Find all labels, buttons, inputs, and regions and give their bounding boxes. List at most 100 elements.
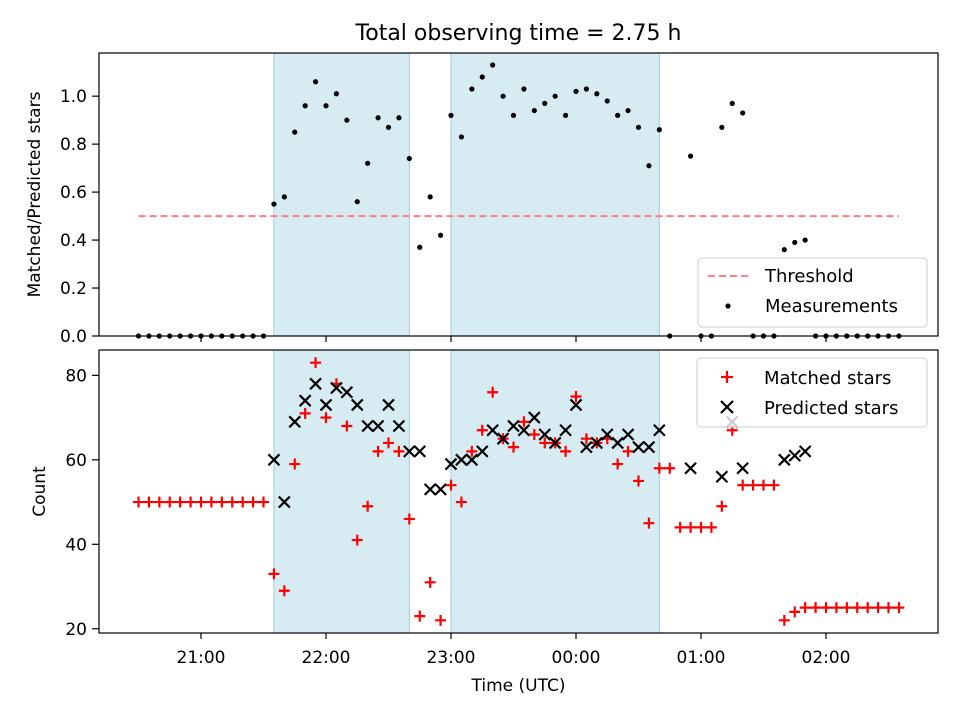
matched-star-point <box>633 475 644 487</box>
matched-star-point <box>883 602 894 614</box>
predicted-star-point <box>580 440 593 454</box>
matched-star-point <box>237 496 249 508</box>
matched-star-point <box>143 496 155 508</box>
predicted-star-point <box>590 436 604 450</box>
bottom-legend: Matched stars Predicted stars <box>696 357 928 428</box>
measurement-point <box>469 86 475 92</box>
predicted-star-point <box>736 461 749 475</box>
predicted-star-point <box>507 419 520 433</box>
matched-star-point <box>508 441 519 453</box>
matched-star-point <box>133 496 144 508</box>
matched-star-point <box>445 479 457 491</box>
matched-star-point <box>705 521 717 533</box>
matched-star-point <box>351 534 363 546</box>
matched-star-point <box>653 462 665 474</box>
matched-star-point <box>320 412 332 424</box>
matched-star-point <box>674 521 686 533</box>
measurement-point <box>312 79 319 85</box>
top-measurement-points <box>135 62 902 339</box>
matched-star-point <box>466 445 478 457</box>
measurement-point <box>396 115 402 121</box>
matched-star-point <box>570 390 582 402</box>
measurement-point <box>719 124 725 130</box>
predicted-star-point <box>548 436 562 450</box>
top-legend-box <box>697 257 928 328</box>
measurement-point <box>594 91 600 97</box>
predicted-star-point <box>496 432 510 445</box>
predicted-star-point <box>798 445 812 458</box>
matched-star-point <box>414 610 426 622</box>
matched-star-point <box>716 500 728 512</box>
predicted-star-point <box>653 423 666 437</box>
matched-star-point <box>862 602 874 614</box>
top-observing-windows <box>273 52 660 337</box>
predicted-star-point <box>455 453 468 467</box>
measurement-point <box>271 201 277 207</box>
predicted-legend-swatch <box>720 400 734 414</box>
predicted-star-point <box>611 436 624 450</box>
predicted-star-point <box>621 428 635 441</box>
top-x-axis <box>200 336 827 342</box>
predicted-star-point <box>382 398 395 412</box>
matched-star-point <box>185 496 197 508</box>
measurement-point <box>781 247 787 253</box>
matched-star-point <box>383 437 394 449</box>
top-y-axis-label: Matched/Predicted stars <box>25 91 45 297</box>
matched-legend-label: Matched stars <box>764 368 891 389</box>
matched-legend-swatch <box>721 371 733 383</box>
measurement-point <box>333 91 340 97</box>
predicted-star-point <box>361 419 374 433</box>
top-window-1 <box>450 52 660 337</box>
matched-star-point <box>362 500 374 512</box>
predicted-star-point <box>330 381 343 395</box>
matched-star-point <box>643 517 655 529</box>
x-tick-label: 00:00 <box>552 648 601 668</box>
measurement-point <box>292 129 298 135</box>
predicted-star-point <box>788 449 802 462</box>
predicted-star-point <box>278 495 291 509</box>
predicted-star-point <box>569 398 583 412</box>
predicted-star-point <box>684 461 697 475</box>
predicted-star-point <box>778 453 791 467</box>
matched-star-point <box>799 602 811 614</box>
measurement-point <box>302 103 308 109</box>
matched-star-point <box>778 614 790 626</box>
matched-star-point <box>737 479 749 491</box>
matched-star-point <box>580 433 592 445</box>
matched-star-point <box>258 496 269 508</box>
matched-star-point <box>455 496 467 508</box>
bottom-y-tick-label: 80 <box>65 366 87 386</box>
matched-star-point <box>539 437 551 449</box>
matched-star-point <box>205 496 217 508</box>
matched-star-point <box>341 420 353 432</box>
matched-star-point <box>372 445 384 457</box>
measurement-point <box>406 155 412 162</box>
measurement-point <box>344 117 350 123</box>
matched-star-point <box>830 602 842 614</box>
top-legend: Threshold Measurements <box>697 257 928 328</box>
predicted-star-point <box>600 428 614 441</box>
top-y-tick-label: 0.2 <box>60 279 87 299</box>
predicted-star-point <box>486 423 499 437</box>
matched-star-point <box>164 496 176 508</box>
top-y-axis: 0.0 0.2 0.4 0.6 0.8 1.0 <box>60 87 99 347</box>
measurement-point <box>635 124 642 130</box>
x-tick-label: 02:00 <box>802 648 851 668</box>
measurement-point <box>448 112 454 118</box>
predicted-star-point <box>288 415 302 429</box>
predicted-star-point <box>340 385 354 399</box>
measurement-point <box>552 93 558 99</box>
top-y-tick-label: 0.8 <box>60 135 87 155</box>
matched-star-point <box>226 496 238 508</box>
matched-star-point <box>664 462 676 474</box>
measurement-point <box>427 194 433 200</box>
measurement-point <box>625 107 631 114</box>
matched-star-point <box>268 568 280 580</box>
bottom-x-axis: 21:00 22:00 23:00 00:00 01:00 02:00 <box>177 633 851 668</box>
matched-star-point <box>768 479 780 491</box>
top-panel: 0.0 0.2 0.4 0.6 0.8 1.0 Total observing time … <box>25 21 939 347</box>
predicted-star-point <box>350 398 364 412</box>
matched-star-point <box>518 416 530 428</box>
top-y-tick-label: 1.0 <box>60 87 87 107</box>
